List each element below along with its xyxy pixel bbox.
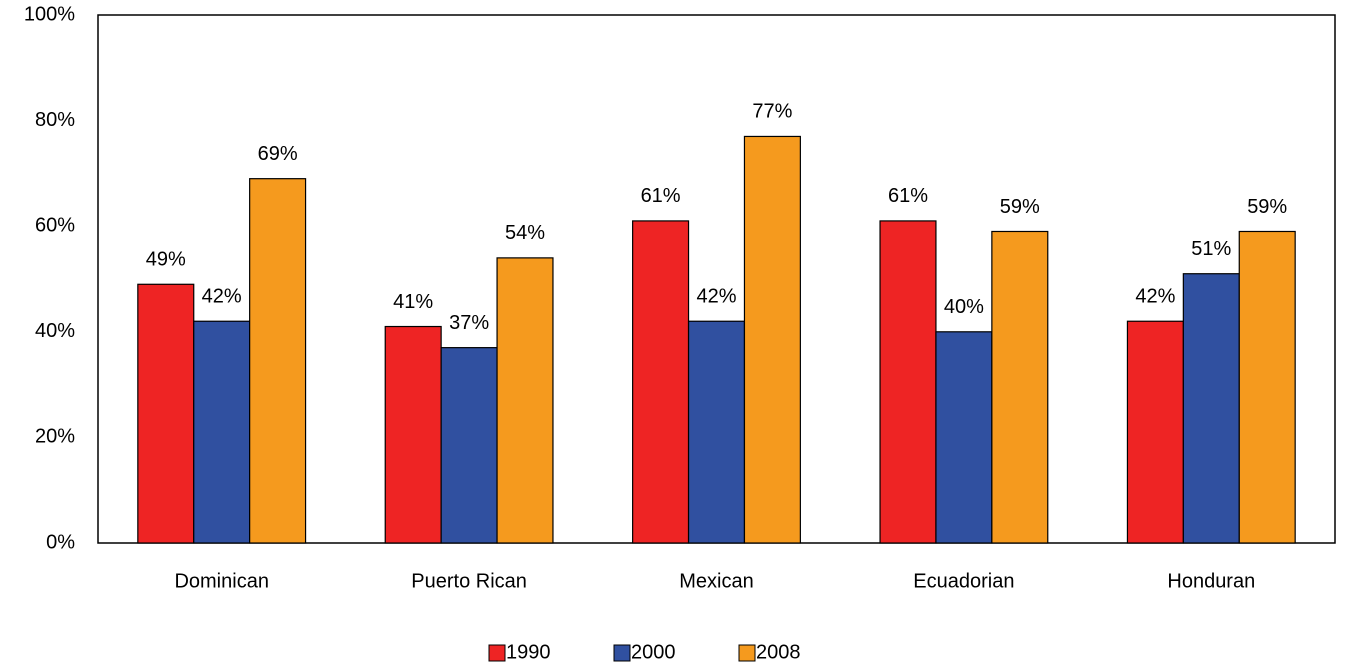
bar — [1126, 320, 1184, 544]
data-label: 54% — [505, 222, 545, 244]
data-label: 42% — [696, 286, 736, 308]
data-label: 41% — [393, 291, 433, 313]
bar — [632, 220, 690, 544]
legend-swatch — [613, 644, 631, 662]
bar — [137, 283, 195, 544]
bar — [193, 320, 251, 544]
x-tick-label: Mexican — [679, 570, 753, 592]
x-tick-label: Honduran — [1167, 570, 1255, 592]
data-label: 42% — [1135, 286, 1175, 308]
data-label: 61% — [888, 185, 928, 207]
legend-label: 2008 — [756, 641, 801, 663]
bar — [1182, 273, 1240, 544]
bar — [879, 220, 937, 544]
bar — [687, 320, 746, 544]
bar — [991, 230, 1049, 544]
y-tick-label: 80% — [35, 109, 75, 131]
data-label: 42% — [202, 286, 242, 308]
bar — [1238, 230, 1296, 544]
data-label: 49% — [146, 249, 186, 271]
y-tick-label: 60% — [35, 214, 75, 236]
bar — [249, 178, 307, 544]
data-label: 59% — [1247, 196, 1287, 218]
legend-swatch — [488, 644, 506, 662]
x-tick-label: Puerto Rican — [411, 570, 527, 592]
bar — [440, 347, 498, 544]
bar — [384, 325, 442, 544]
legend-swatch — [738, 644, 756, 662]
legend-label: 2000 — [631, 641, 676, 663]
data-label: 37% — [449, 312, 489, 334]
legend-label: 1990 — [506, 641, 551, 663]
y-tick-label: 40% — [35, 320, 75, 342]
bar — [496, 257, 554, 544]
y-tick-label: 0% — [46, 531, 75, 553]
data-label: 69% — [258, 143, 298, 165]
data-label: 59% — [1000, 196, 1040, 218]
x-tick-label: Dominican — [174, 570, 268, 592]
data-label: 51% — [1191, 238, 1231, 260]
data-label: 77% — [752, 101, 792, 123]
data-label: 61% — [641, 185, 681, 207]
data-label: 40% — [944, 296, 984, 318]
x-tick-label: Ecuadorian — [913, 570, 1014, 592]
y-tick-label: 20% — [35, 426, 75, 448]
y-tick-label: 100% — [24, 3, 75, 25]
bar — [935, 331, 993, 544]
bar — [743, 135, 801, 544]
